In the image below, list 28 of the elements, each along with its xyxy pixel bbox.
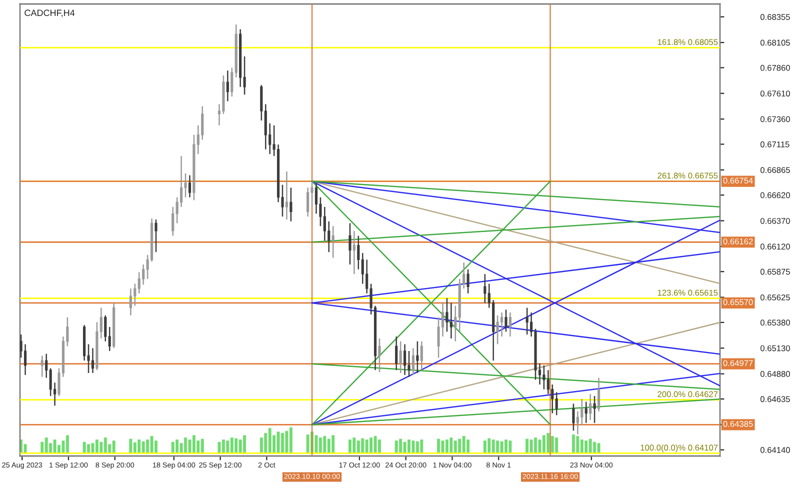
y-tick-label: 0.66620 — [760, 192, 790, 198]
ref-line-label: 200.0% 0.64627 — [658, 391, 718, 398]
y-tick-label: 0.65130 — [760, 345, 790, 352]
ref-line-label: 123.6% 0.65615 — [658, 290, 718, 296]
y-tick-label: 0.64880 — [760, 371, 790, 377]
ref-line-label: 0.64977 — [723, 360, 753, 366]
ref-line-label: 100.0(0.0)% 0.64107 — [640, 444, 718, 452]
y-tick-label: 0.68355 — [760, 14, 790, 20]
y-tick-label: 0.67860 — [760, 64, 790, 71]
ref-line-label: 0.65570 — [723, 299, 753, 306]
ref-line-label: 0.66162 — [723, 238, 753, 244]
y-tick-label: 0.67610 — [760, 90, 790, 96]
ref-line-label: 0.64385 — [723, 421, 753, 427]
y-tick-label: 0.65875 — [760, 268, 790, 275]
ref-line-label: 0.66754 — [723, 178, 753, 184]
y-tick-label: 0.65625 — [760, 294, 790, 300]
text: CADCHF,H4 — [24, 10, 75, 18]
y-tick-label: 0.68105 — [760, 40, 790, 46]
y-tick-label: 0.66370 — [760, 218, 790, 224]
ref-line-label: 161.8% 0.68055 — [658, 39, 718, 46]
y-tick-label: 0.67360 — [760, 116, 790, 122]
y-tick-label: 0.66865 — [760, 167, 790, 174]
ref-line-label: 261.8% 0.66755 — [658, 172, 718, 179]
y-tick-label: 0.64635 — [760, 396, 790, 402]
y-tick-label: 0.67115 — [760, 141, 790, 148]
y-tick-label: 0.65380 — [760, 320, 790, 326]
y-tick-label: 0.66120 — [760, 244, 790, 250]
y-tick-label: 0.64140 — [760, 447, 790, 453]
